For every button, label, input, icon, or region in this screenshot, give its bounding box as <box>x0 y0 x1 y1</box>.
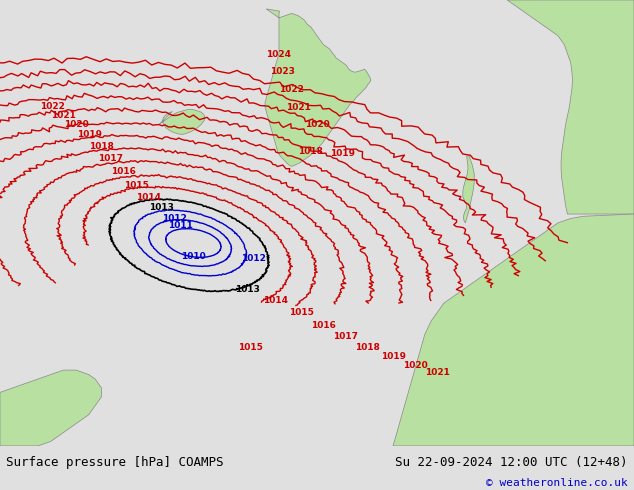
Text: 1010: 1010 <box>181 252 206 261</box>
Text: 1024: 1024 <box>266 50 292 59</box>
Text: 1016: 1016 <box>111 167 136 176</box>
Text: 1020: 1020 <box>63 121 89 129</box>
Text: 1020: 1020 <box>403 361 428 370</box>
Text: 1021: 1021 <box>285 102 311 112</box>
Text: 1022: 1022 <box>279 85 304 94</box>
Polygon shape <box>393 214 634 446</box>
Text: 1018: 1018 <box>355 343 380 352</box>
Text: 1017: 1017 <box>98 154 124 163</box>
Polygon shape <box>463 156 474 223</box>
Polygon shape <box>265 9 371 166</box>
Polygon shape <box>158 109 205 134</box>
Text: 1021: 1021 <box>425 368 450 377</box>
Text: Surface pressure [hPa] COAMPS: Surface pressure [hPa] COAMPS <box>6 456 224 469</box>
Text: 1017: 1017 <box>333 332 358 341</box>
Text: 1014: 1014 <box>136 193 162 201</box>
Text: 1013: 1013 <box>149 203 174 212</box>
Polygon shape <box>0 370 101 446</box>
Text: 1018: 1018 <box>298 147 323 156</box>
Text: 1019: 1019 <box>330 149 355 158</box>
Text: 1012: 1012 <box>162 214 187 223</box>
Text: 1019: 1019 <box>77 130 103 139</box>
Text: 1023: 1023 <box>269 67 295 76</box>
Text: 1019: 1019 <box>380 352 406 361</box>
Text: 1015: 1015 <box>238 343 263 352</box>
Text: 1012: 1012 <box>241 254 266 263</box>
Text: 1015: 1015 <box>288 308 314 317</box>
Text: 1011: 1011 <box>168 220 193 230</box>
Polygon shape <box>507 0 634 214</box>
Text: 1018: 1018 <box>89 142 114 151</box>
Text: Su 22-09-2024 12:00 UTC (12+48): Su 22-09-2024 12:00 UTC (12+48) <box>395 456 628 469</box>
Text: © weatheronline.co.uk: © weatheronline.co.uk <box>486 478 628 489</box>
Text: 1021: 1021 <box>51 111 76 121</box>
Text: 1016: 1016 <box>311 321 336 330</box>
Text: 1015: 1015 <box>124 180 149 190</box>
Text: 1013: 1013 <box>235 285 260 294</box>
Text: 1014: 1014 <box>263 296 288 305</box>
Text: 1020: 1020 <box>304 121 330 129</box>
Text: 1022: 1022 <box>39 101 65 111</box>
